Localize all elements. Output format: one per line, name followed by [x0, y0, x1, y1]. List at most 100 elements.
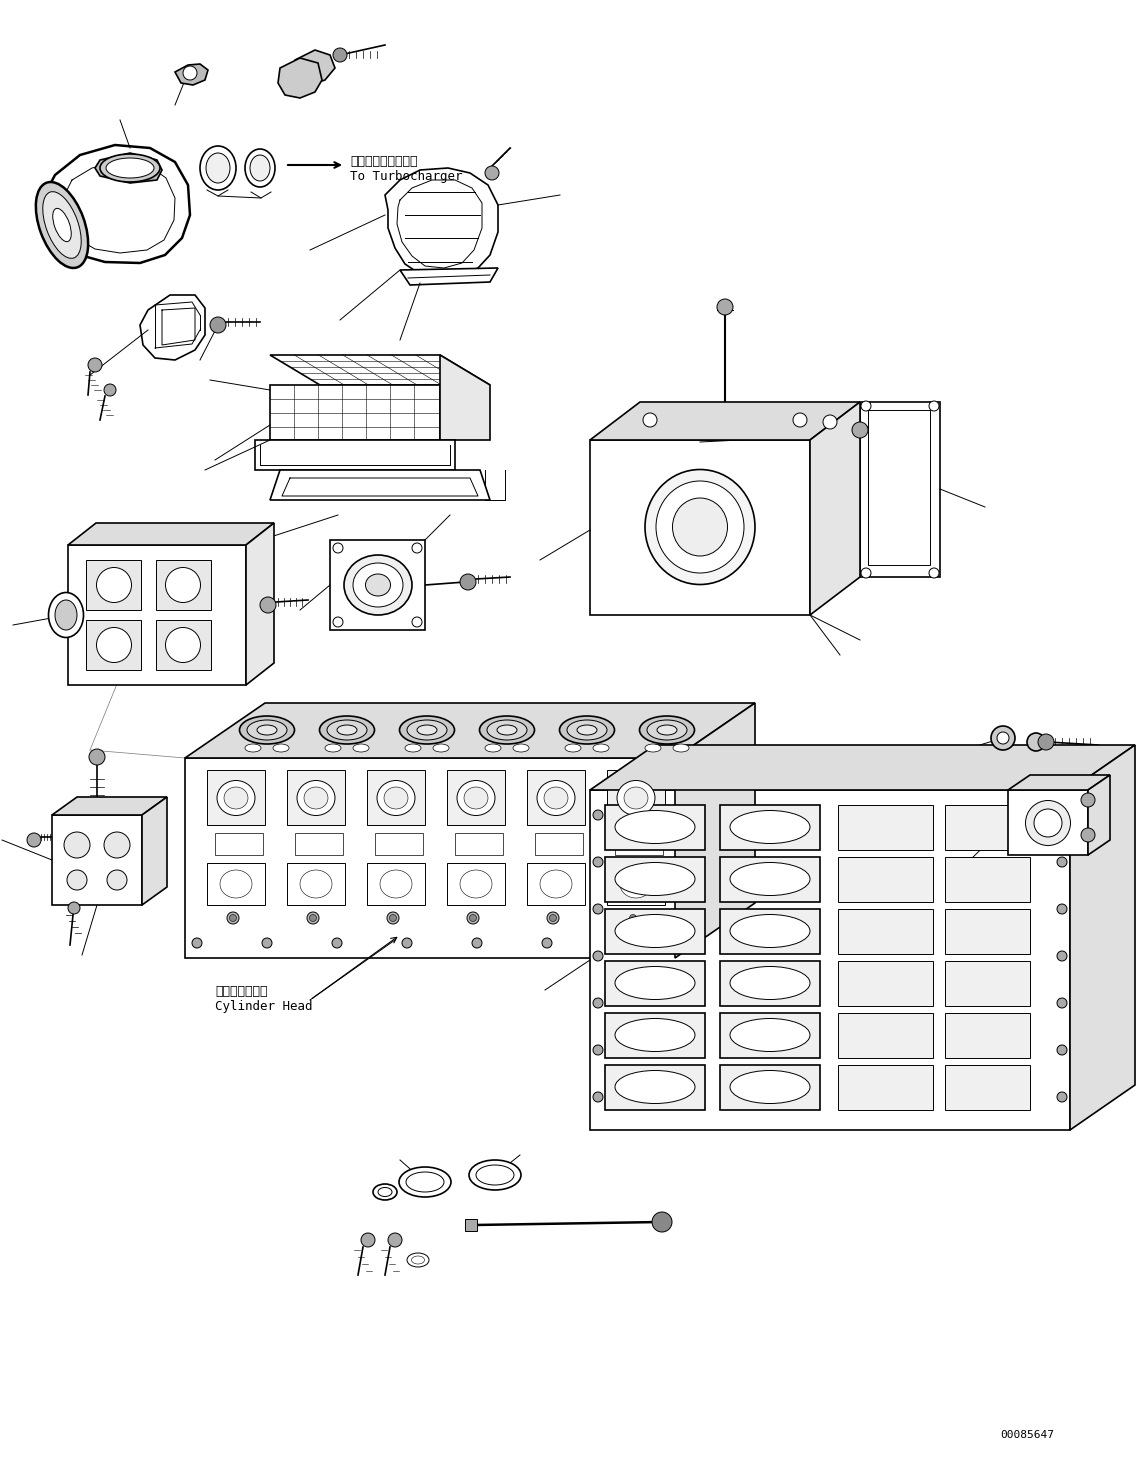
Circle shape	[104, 833, 131, 857]
Circle shape	[64, 833, 90, 857]
Ellipse shape	[300, 870, 332, 898]
Ellipse shape	[297, 780, 335, 815]
Bar	[447, 770, 505, 825]
Polygon shape	[270, 385, 440, 440]
Circle shape	[593, 1092, 603, 1102]
Bar	[465, 1219, 477, 1231]
Ellipse shape	[166, 627, 200, 662]
Circle shape	[388, 1233, 402, 1247]
Bar	[368, 863, 425, 905]
Circle shape	[68, 903, 80, 914]
Ellipse shape	[657, 725, 677, 735]
Ellipse shape	[100, 155, 160, 182]
Ellipse shape	[227, 913, 239, 924]
Bar	[605, 908, 705, 954]
Bar	[605, 961, 705, 1006]
Circle shape	[104, 383, 116, 397]
Ellipse shape	[398, 1166, 451, 1197]
Circle shape	[210, 316, 226, 332]
Bar	[376, 833, 423, 854]
Bar	[605, 1064, 705, 1110]
Ellipse shape	[615, 1019, 695, 1051]
Ellipse shape	[577, 725, 597, 735]
Polygon shape	[185, 758, 676, 958]
Ellipse shape	[166, 567, 200, 602]
Ellipse shape	[53, 208, 71, 242]
Ellipse shape	[353, 563, 403, 607]
Circle shape	[412, 542, 423, 553]
Ellipse shape	[337, 725, 357, 735]
Ellipse shape	[307, 913, 319, 924]
Circle shape	[997, 732, 1009, 744]
Circle shape	[460, 574, 476, 590]
Polygon shape	[255, 440, 455, 469]
Bar	[720, 961, 820, 1006]
Ellipse shape	[550, 914, 556, 921]
Polygon shape	[45, 144, 190, 262]
Bar	[720, 1064, 820, 1110]
Polygon shape	[400, 268, 498, 284]
Circle shape	[861, 401, 871, 411]
Ellipse shape	[406, 1252, 429, 1267]
Ellipse shape	[731, 863, 810, 895]
Bar	[527, 770, 585, 825]
Ellipse shape	[630, 914, 637, 921]
Ellipse shape	[645, 469, 755, 585]
Ellipse shape	[615, 863, 695, 895]
Ellipse shape	[1026, 800, 1071, 846]
Bar	[720, 805, 820, 850]
Ellipse shape	[645, 744, 661, 752]
Ellipse shape	[617, 780, 655, 815]
Polygon shape	[860, 402, 940, 577]
Ellipse shape	[411, 1255, 425, 1264]
Circle shape	[333, 48, 347, 63]
Ellipse shape	[731, 967, 810, 1000]
Ellipse shape	[560, 716, 615, 744]
Ellipse shape	[615, 1070, 695, 1104]
Ellipse shape	[229, 914, 237, 921]
Ellipse shape	[380, 870, 412, 898]
Bar	[605, 857, 705, 903]
Ellipse shape	[1034, 809, 1063, 837]
Circle shape	[88, 359, 102, 372]
Circle shape	[412, 617, 423, 627]
Bar	[527, 863, 585, 905]
Bar	[156, 620, 211, 671]
Circle shape	[1057, 904, 1067, 914]
Circle shape	[1057, 1092, 1067, 1102]
Ellipse shape	[624, 787, 648, 809]
Ellipse shape	[540, 870, 572, 898]
Ellipse shape	[640, 716, 695, 744]
Text: Cylinder Head: Cylinder Head	[215, 1000, 313, 1013]
Ellipse shape	[480, 716, 535, 744]
Ellipse shape	[406, 1172, 444, 1193]
Bar	[720, 1013, 820, 1059]
Ellipse shape	[206, 153, 230, 184]
Ellipse shape	[469, 914, 476, 921]
Bar	[838, 857, 933, 903]
Ellipse shape	[344, 555, 412, 615]
Bar	[287, 770, 345, 825]
Circle shape	[68, 870, 87, 889]
Bar	[330, 539, 425, 630]
Text: シリンダヘッド: シリンダヘッド	[215, 986, 268, 997]
Ellipse shape	[325, 744, 341, 752]
Circle shape	[361, 1233, 376, 1247]
Polygon shape	[293, 50, 335, 85]
Circle shape	[593, 1045, 603, 1056]
Ellipse shape	[487, 720, 527, 741]
Circle shape	[823, 416, 837, 429]
Polygon shape	[385, 168, 498, 278]
Ellipse shape	[106, 157, 153, 178]
Polygon shape	[52, 815, 142, 905]
Circle shape	[183, 66, 197, 80]
Ellipse shape	[460, 870, 492, 898]
Polygon shape	[246, 523, 274, 685]
Ellipse shape	[365, 574, 390, 596]
Bar	[455, 833, 503, 854]
Bar	[215, 833, 263, 854]
Ellipse shape	[384, 787, 408, 809]
Bar	[615, 833, 663, 854]
Ellipse shape	[239, 716, 294, 744]
Ellipse shape	[567, 720, 607, 741]
